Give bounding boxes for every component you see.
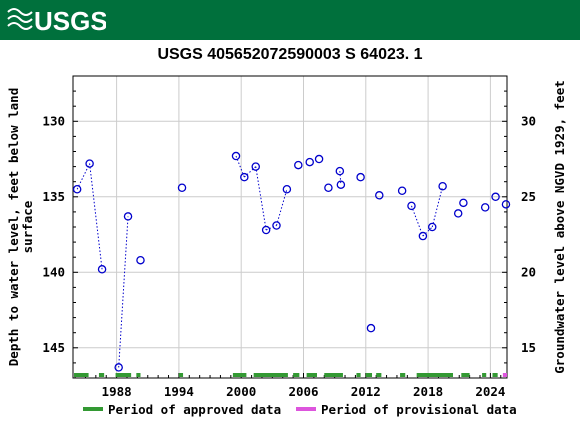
data-point xyxy=(177,183,187,192)
series-points xyxy=(72,151,511,372)
approved-period-bar xyxy=(136,373,141,377)
series-connector xyxy=(118,216,129,368)
data-point xyxy=(282,184,292,194)
legend-provisional-swatch xyxy=(296,407,316,411)
chart-title: USGS 405652072590003 S 64023. 1 xyxy=(157,46,422,63)
approved-period-bar xyxy=(400,373,406,377)
approved-period-bar xyxy=(365,373,373,377)
series-connector xyxy=(89,163,103,270)
approved-period-bar xyxy=(492,373,498,377)
series-connectors xyxy=(76,155,444,368)
approved-period-bar xyxy=(74,373,89,377)
x-axis: 1988 1994 2000 2006 2012 2018 2024 xyxy=(74,373,505,399)
series-connector xyxy=(339,171,342,185)
data-point xyxy=(366,323,376,333)
y-axis-left-label-line: Depth to water level, feet below land xyxy=(6,88,21,366)
data-point xyxy=(418,231,428,241)
y-left-tick-label: 135 xyxy=(42,189,65,204)
y-axis-right-label: Groundwater level above NGVD 1929, feet xyxy=(552,80,567,374)
data-point xyxy=(272,221,281,230)
y-right-tick-label: 15 xyxy=(521,340,536,355)
data-point xyxy=(407,201,416,211)
data-point xyxy=(294,160,303,170)
data-point xyxy=(231,151,241,161)
data-point xyxy=(397,186,407,196)
approved-period-bar xyxy=(324,373,343,377)
x-tick-label: 2000 xyxy=(226,384,256,399)
series-connector xyxy=(431,186,444,228)
data-point xyxy=(438,181,447,191)
approved-period-bar xyxy=(178,373,184,377)
y-axis-right: 30 25 20 15 xyxy=(502,75,536,379)
series-connector xyxy=(255,166,267,231)
usgs-logo: USGS xyxy=(7,6,106,36)
grid-lines xyxy=(73,76,507,378)
data-point xyxy=(491,192,500,202)
x-tick-label: 2012 xyxy=(351,384,381,399)
y-right-tick-label: 25 xyxy=(521,189,536,204)
approved-period-bar xyxy=(461,373,470,377)
y-left-tick-label: 145 xyxy=(42,340,65,355)
usgs-header-bar: USGS xyxy=(0,0,580,40)
series-connector xyxy=(276,189,288,226)
legend-approved-swatch xyxy=(83,407,103,411)
y-axis-left: 130 135 140 145 xyxy=(42,75,78,379)
data-period-bars xyxy=(74,373,507,377)
y-right-tick-label: 20 xyxy=(521,264,536,279)
series-connector xyxy=(411,205,424,237)
series-connector xyxy=(243,166,257,178)
y-axis-left-label-line: surface xyxy=(20,200,35,253)
data-point xyxy=(97,265,107,274)
data-point xyxy=(324,183,333,192)
legend-approved-label: Period of approved data xyxy=(108,402,281,417)
provisional-period-bar xyxy=(502,373,507,377)
y-left-tick-label: 140 xyxy=(42,264,65,279)
x-tick-label: 1988 xyxy=(102,384,132,399)
approved-period-bar xyxy=(98,373,105,377)
data-point xyxy=(85,159,94,168)
y-right-tick-label: 30 xyxy=(521,113,536,128)
usgs-logo-wave-icon xyxy=(7,8,33,30)
data-point xyxy=(305,157,314,167)
approved-period-bar xyxy=(416,373,454,377)
legend-provisional-label: Period of provisional data xyxy=(321,402,517,417)
x-tick-label: 2018 xyxy=(413,384,443,399)
x-tick-label: 1994 xyxy=(164,384,194,399)
data-point xyxy=(261,225,271,235)
data-point xyxy=(501,200,511,209)
series-connector xyxy=(422,226,433,237)
approved-period-bar xyxy=(293,373,300,377)
data-point xyxy=(336,180,346,189)
data-point xyxy=(427,222,437,232)
approved-period-bar xyxy=(232,373,247,377)
data-point xyxy=(123,212,133,221)
approved-period-bar xyxy=(482,373,487,377)
data-point xyxy=(72,184,82,194)
approved-period-bar xyxy=(356,373,361,377)
x-tick-label: 2006 xyxy=(288,384,318,399)
usgs-logo-text: USGS xyxy=(34,6,106,36)
data-point xyxy=(335,166,345,176)
data-point xyxy=(314,154,324,164)
data-point xyxy=(459,198,468,208)
data-point xyxy=(240,172,249,182)
data-point xyxy=(251,162,260,171)
approved-period-bar xyxy=(306,373,317,377)
y-axis-left-label: Depth to water level, feet below landsur… xyxy=(6,88,35,366)
legend: Period of approved data Period of provis… xyxy=(83,402,517,417)
data-point xyxy=(114,363,123,372)
approved-period-bar xyxy=(115,373,132,377)
data-point xyxy=(356,172,365,182)
approved-period-bar xyxy=(253,373,288,377)
x-tick-label: 2024 xyxy=(475,384,505,399)
approved-period-bar xyxy=(376,373,382,377)
data-point xyxy=(136,255,145,265)
series-connector xyxy=(76,163,91,190)
data-point xyxy=(480,203,490,212)
y-left-tick-label: 130 xyxy=(42,113,65,128)
data-point xyxy=(375,191,384,200)
data-point xyxy=(453,209,463,218)
